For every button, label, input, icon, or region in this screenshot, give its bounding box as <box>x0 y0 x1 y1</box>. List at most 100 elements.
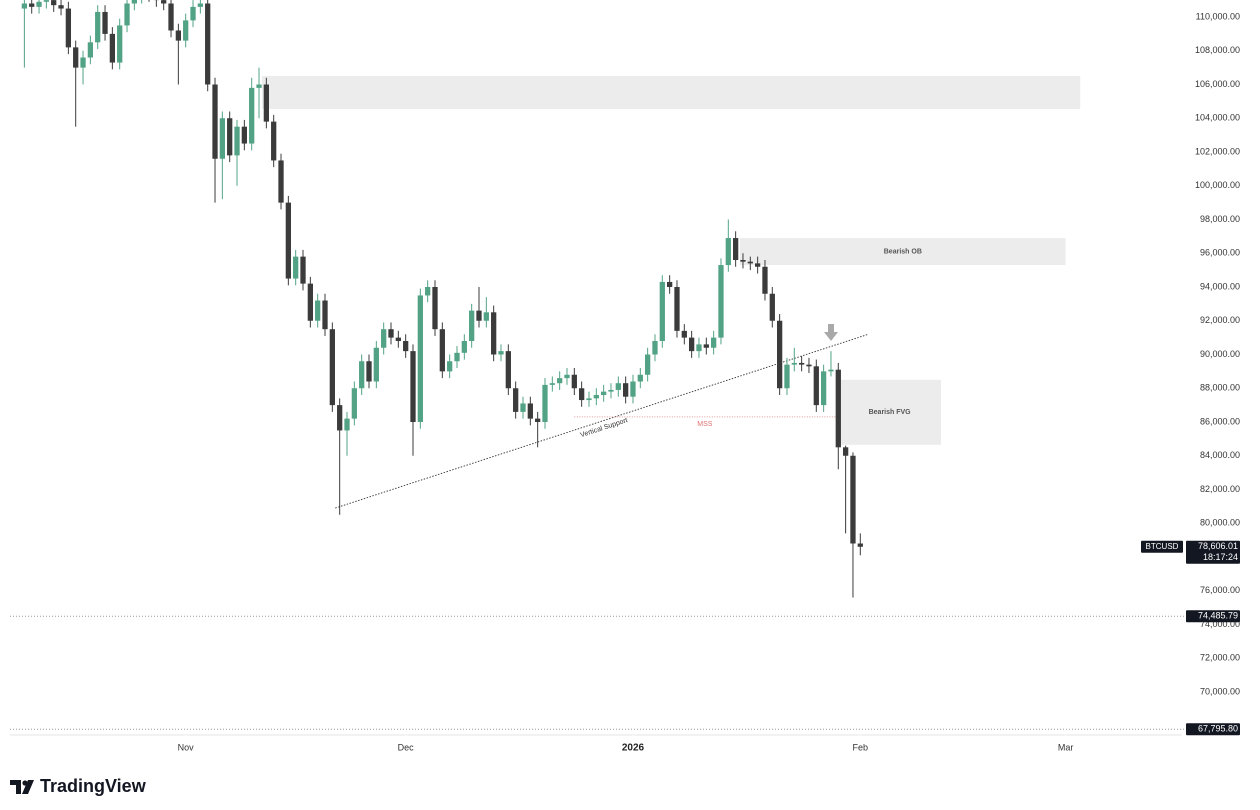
candle-body <box>410 351 416 422</box>
logo <box>10 780 34 794</box>
candle-body <box>491 312 497 355</box>
candle-body <box>425 286 431 296</box>
candle-body <box>197 3 203 7</box>
y-tick-label: 94,000.00 <box>1200 281 1240 291</box>
candle-body <box>608 389 614 392</box>
candle-body <box>359 361 365 389</box>
candle-body <box>798 362 805 365</box>
candle-body <box>667 281 673 287</box>
candle-body <box>740 259 746 262</box>
candle-body <box>689 337 695 352</box>
candle-body <box>527 403 533 419</box>
brand: TradingView <box>40 776 147 796</box>
candle-body <box>95 11 101 43</box>
y-tick-label: 96,000.00 <box>1200 248 1240 258</box>
candle-body <box>366 361 372 382</box>
candle-body <box>747 261 753 264</box>
price-tag-label: 67,795.80 <box>1198 724 1238 734</box>
candle-body <box>205 3 211 85</box>
candle-body <box>21 3 28 9</box>
y-tick-label: 92,000.00 <box>1200 315 1240 325</box>
x-tick-label: Feb <box>853 742 869 752</box>
candle-body <box>718 265 724 338</box>
candle-body <box>586 398 592 401</box>
y-tick-label: 82,000.00 <box>1200 484 1240 494</box>
y-tick-label: 76,000.00 <box>1200 585 1240 595</box>
symbol-label: BTCUSD <box>1146 542 1179 551</box>
candle-body <box>58 5 64 9</box>
candle-body <box>439 329 445 372</box>
candle-body <box>234 126 240 156</box>
candle-body <box>190 6 196 21</box>
candle-body <box>828 369 834 372</box>
x-tick-label: Nov <box>178 742 195 752</box>
candle-body <box>351 388 357 419</box>
zone <box>838 379 941 445</box>
candle-body <box>571 374 577 389</box>
candle-body <box>36 1 42 7</box>
candle-body <box>476 310 482 321</box>
candle-body <box>820 371 827 406</box>
candle-body <box>219 118 225 159</box>
candle-body <box>615 383 621 390</box>
candle-body <box>337 405 343 431</box>
x-tick-label: Mar <box>1058 742 1074 752</box>
zone-label: Bearish OB <box>884 248 922 255</box>
candle-body <box>278 160 284 203</box>
candle-body <box>557 378 563 384</box>
candle-body <box>696 344 702 352</box>
y-tick-label: 74,000.00 <box>1200 619 1240 629</box>
candle-body <box>754 263 761 267</box>
y-tick-label: 108,000.00 <box>1195 45 1240 55</box>
candle-body <box>564 374 570 379</box>
candle-body <box>175 30 181 41</box>
candle-body <box>498 351 504 355</box>
candle-body <box>271 121 277 161</box>
y-tick-label: 84,000.00 <box>1200 450 1240 460</box>
candle-body <box>542 384 548 422</box>
trendline <box>335 333 869 509</box>
candle-body <box>733 238 739 260</box>
x-tick-label: 2026 <box>622 743 645 754</box>
price-tag <box>1186 610 1240 623</box>
arrow-marker <box>824 324 838 341</box>
candle-body <box>183 20 189 41</box>
candle-body <box>447 361 453 372</box>
candle-body <box>102 11 108 34</box>
candle-body <box>549 383 555 385</box>
candle-body <box>395 337 401 341</box>
candle-body <box>652 340 658 355</box>
candle-body <box>307 283 313 321</box>
y-tick-label: 110,000.00 <box>1196 11 1240 21</box>
price-tag-label: 74,485.79 <box>1198 611 1238 621</box>
candle-body <box>762 266 768 294</box>
candle-body <box>263 84 269 122</box>
candle-body <box>249 87 255 144</box>
y-tick-label: 90,000.00 <box>1200 349 1240 359</box>
candle-body <box>483 312 489 321</box>
candle-body <box>630 381 636 397</box>
y-tick-label: 98,000.00 <box>1200 214 1240 224</box>
zone-label: Bearish FVG <box>869 409 912 416</box>
candle-body <box>131 0 138 4</box>
candle-body <box>842 447 849 456</box>
candle-body <box>703 344 709 348</box>
candle-body <box>43 0 50 2</box>
candle-body <box>381 329 387 348</box>
candle-body <box>403 340 409 352</box>
candle-body <box>161 0 167 4</box>
candle-body <box>593 394 599 399</box>
candle-body <box>645 354 651 375</box>
last-price-label: 78,606.01 <box>1198 541 1238 551</box>
zone <box>740 238 1066 266</box>
candle-body <box>329 329 335 406</box>
candle-body <box>469 310 475 341</box>
candle-body <box>520 403 526 412</box>
candle-body <box>109 33 116 63</box>
candle-body <box>241 126 247 144</box>
y-tick-label: 80,000.00 <box>1200 518 1240 528</box>
candle-body <box>227 118 233 156</box>
